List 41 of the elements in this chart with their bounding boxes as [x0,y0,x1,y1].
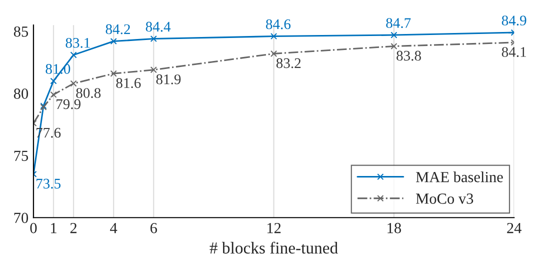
point [50,78,57,84]
point [150,66,157,74]
data-label: 80.8 [76,88,101,98]
legend-label: MAE baseline [416,171,503,182]
data-label: 84.6 [266,19,291,30]
x-tick-label: 24 [507,222,522,234]
point [270,32,278,40]
point [50,91,57,98]
data-label: 79.9 [56,99,81,110]
x-tick-label: 1 [51,222,56,234]
data-label: 83.2 [276,58,301,68]
point [150,35,157,42]
data-label: 84.4 [146,22,171,32]
data-label: 81.6 [116,78,141,88]
data-label: 84.9 [502,16,526,26]
x-tick-label: 6 [150,222,157,234]
x-tick-label: 18 [388,222,401,234]
point [110,70,117,77]
legend-label: MoCo v3 [416,194,474,204]
x-tick-label: 2 [70,222,77,234]
x-tick-label: 4 [110,223,118,234]
data-label: 84.7 [386,18,411,28]
point [270,50,278,57]
point [390,42,398,50]
x-tick-label: 12 [267,222,281,234]
y-tick-label: 75 [14,150,28,161]
y-tick-label: 70 [14,212,28,224]
x-tick-label: 0 [30,222,37,234]
point [70,80,77,87]
y-tick-label: 80 [14,88,28,99]
data-label: 84.1 [502,47,526,57]
x-axis-title: # blocks fine-tuned [210,242,338,254]
point [70,52,77,58]
point [110,38,117,45]
data-label: 81.9 [156,74,181,84]
data-label: 84.2 [106,24,130,34]
data-label: 73.5 [36,178,61,189]
data-label: 83.8 [396,50,421,61]
point [390,32,398,38]
y-tick-label: 85 [14,26,28,37]
data-label: 83.1 [66,38,90,48]
